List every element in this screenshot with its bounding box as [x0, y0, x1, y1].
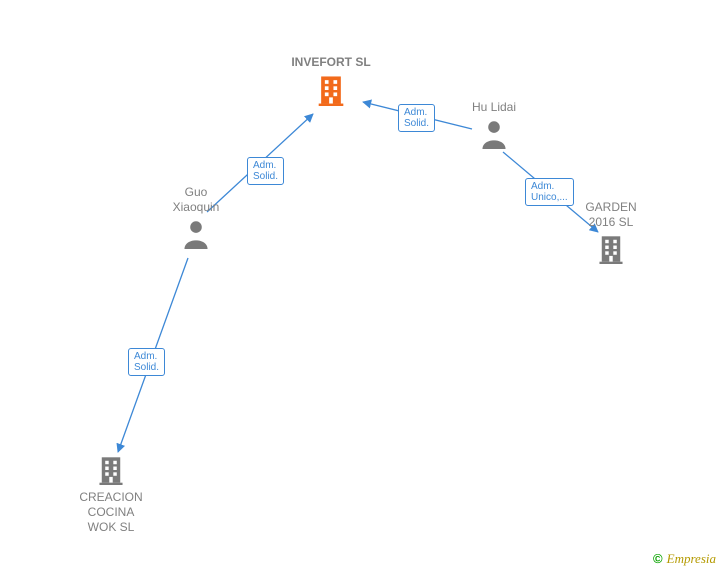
brand-name: Empresia	[667, 551, 716, 566]
copyright-symbol: ©	[653, 551, 663, 566]
edge-label: Adm. Unico,...	[525, 178, 574, 206]
node-label: INVEFORT SL	[285, 55, 377, 70]
person-icon	[182, 219, 210, 252]
building-icon	[316, 74, 346, 109]
node-person-guo[interactable]: Guo Xiaoquin	[160, 185, 232, 252]
edge-label: Adm. Solid.	[247, 157, 284, 185]
building-icon	[597, 234, 625, 267]
person-icon	[480, 119, 508, 152]
edge-label: Adm. Solid.	[128, 348, 165, 376]
node-company-garden[interactable]: GARDEN 2016 SL	[578, 200, 644, 267]
node-label: Guo Xiaoquin	[160, 185, 232, 215]
watermark: © Empresia	[653, 551, 716, 567]
node-label: CREACION COCINA WOK SL	[72, 490, 150, 535]
node-label: Hu Lidai	[455, 100, 533, 115]
node-company-invefort[interactable]: INVEFORT SL	[285, 55, 377, 109]
node-label: GARDEN 2016 SL	[578, 200, 644, 230]
edge-label: Adm. Solid.	[398, 104, 435, 132]
node-company-creacion[interactable]: CREACION COCINA WOK SL	[72, 455, 150, 535]
diagram-canvas: Adm. Solid. Adm. Solid. Adm. Unico,... A…	[0, 0, 728, 575]
node-person-hu[interactable]: Hu Lidai	[455, 100, 533, 152]
building-icon	[97, 455, 125, 488]
